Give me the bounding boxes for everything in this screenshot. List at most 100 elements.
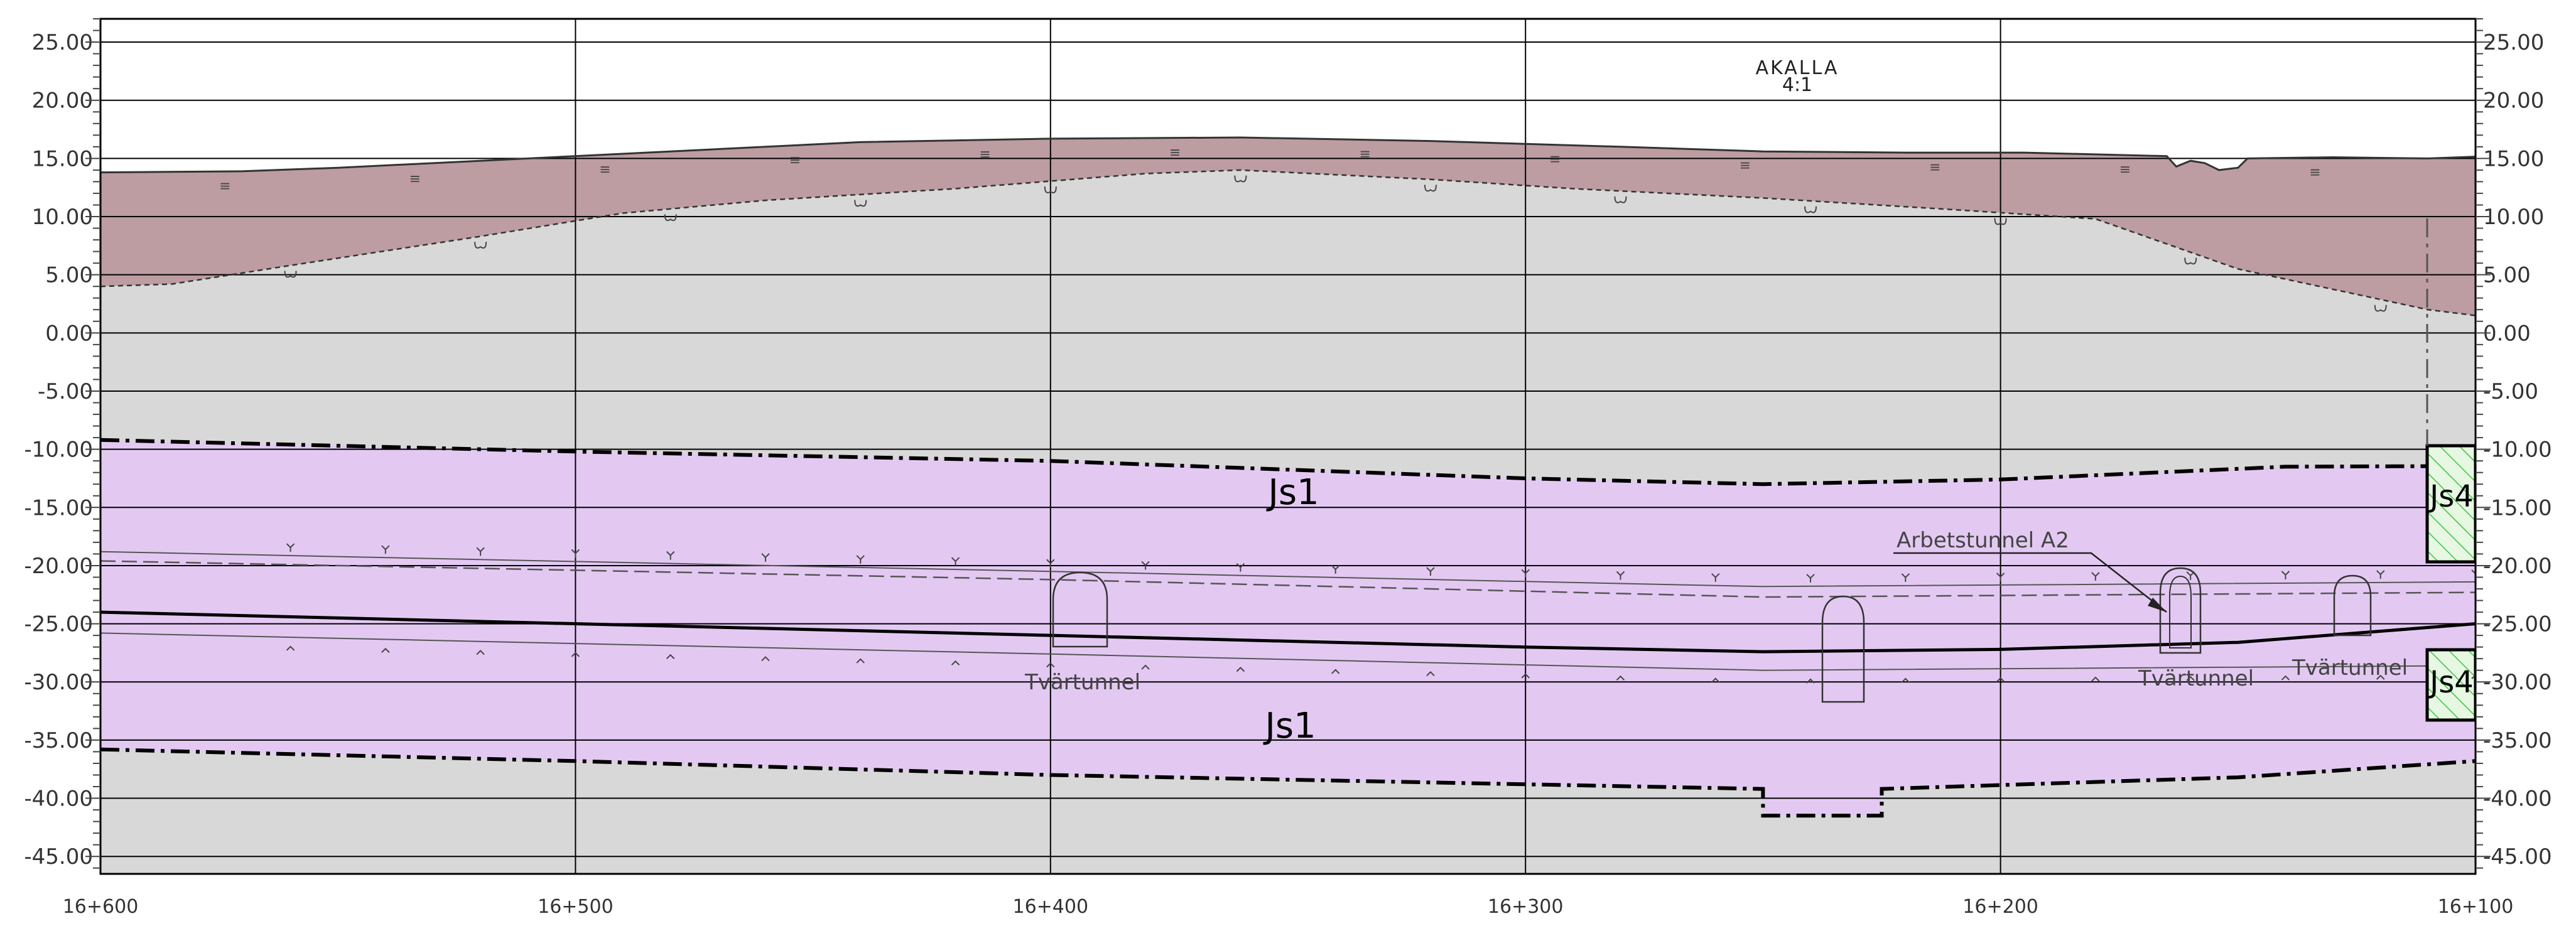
fill-symbol: ≡ <box>599 162 610 178</box>
arbetstunnel-leader <box>1893 552 2167 613</box>
y-tick-label-left-13: -40.00 <box>24 787 93 812</box>
y-tick-label-right-8: -15.00 <box>2483 495 2552 520</box>
moraine-symbol <box>284 271 297 278</box>
y-tick-label-left-6: -5.00 <box>38 379 93 404</box>
upper-tick-symbol <box>571 549 580 558</box>
x-tick-label-2: 16+400 <box>1013 896 1089 918</box>
fill-symbol: ≡ <box>789 153 801 168</box>
y-tick-label-left-10: -25.00 <box>24 612 93 637</box>
lower-tick-symbol <box>1521 673 1530 679</box>
y-tick-label-left-0: 25.00 <box>32 30 93 55</box>
annotation-tvartunnel-2: Tvärtunnel <box>2138 666 2254 691</box>
upper-tick-symbol <box>1806 574 1815 583</box>
upper-tick-symbol <box>2281 571 2290 579</box>
annotation-tvartunnel-3: Tvärtunnel <box>2292 655 2408 681</box>
lower-tick-symbol <box>1141 664 1150 670</box>
upper-tick-symbol <box>1426 567 1435 576</box>
lower-tick-symbol <box>666 654 675 659</box>
y-tick-label-right-12: -35.00 <box>2483 728 2552 753</box>
fill-symbol: ≡ <box>1929 159 1940 175</box>
y-tick-label-left-3: 10.00 <box>32 205 93 230</box>
upper-tick-symbol <box>286 543 295 552</box>
annotation-tvartunnel-1: Tvärtunnel <box>1024 670 1140 695</box>
y-tick-label-right-10: -25.00 <box>2483 612 2552 637</box>
y-tick-label-right-9: -20.00 <box>2483 554 2552 579</box>
moraine-symbol <box>2565 333 2576 339</box>
lower-tick-symbol <box>2567 672 2574 676</box>
fill-symbol: ≡ <box>219 178 230 194</box>
y-tick-label-left-2: 15.00 <box>32 146 93 171</box>
moraine-symbol <box>1044 186 1057 193</box>
y-tick-label-right-3: 10.00 <box>2483 205 2544 230</box>
y-tick-label-left-9: -20.00 <box>24 554 93 579</box>
zone-label-js4-lower: Js4 <box>2428 665 2474 700</box>
y-tick-label-left-8: -15.00 <box>24 495 93 520</box>
tunnel-section-3 <box>2159 567 2202 654</box>
y-tick-label-left-1: 20.00 <box>32 89 93 114</box>
moraine-symbol <box>474 242 487 249</box>
moraine-symbol <box>854 200 867 207</box>
fill-symbol: ≡ <box>1359 147 1370 163</box>
lower-tick-symbol <box>286 645 295 651</box>
upper-tick-symbol <box>381 545 390 554</box>
moraine-symbol <box>664 214 677 222</box>
x-tick-label-4: 16+200 <box>1962 896 2038 918</box>
tunnel-centerline <box>100 610 2476 654</box>
rock-zone-top-boundary <box>100 438 2476 487</box>
lower-tick-symbol <box>1236 667 1245 672</box>
upper-tick-symbol <box>666 551 675 560</box>
lower-tick-symbol <box>1331 669 1340 674</box>
y-tick-label-right-1: 20.00 <box>2483 89 2544 114</box>
y-tick-label-right-4: 5.00 <box>2483 263 2531 288</box>
fill-symbol: ≡ <box>1740 158 1751 173</box>
upper-tick-symbol <box>1616 571 1625 580</box>
lower-tick-symbol <box>1616 675 1625 681</box>
x-axis: 16+600 16+500 16+400 16+300 16+200 16+100 <box>63 896 2514 918</box>
y-tick-label-right-2: 15.00 <box>2483 146 2544 171</box>
y-tick-label-right-5: 0.00 <box>2483 321 2531 346</box>
upper-tick-symbol <box>2091 572 2100 581</box>
upper-tick-symbol <box>951 557 960 566</box>
lower-tick-symbol <box>2471 674 2476 679</box>
y-tick-label-left-14: -45.00 <box>24 844 93 869</box>
soil-layer <box>100 137 2476 316</box>
lower-thin-line <box>100 632 2476 671</box>
y-tick-label-left-12: -35.00 <box>24 728 93 753</box>
x-tick-label-1: 16+500 <box>538 896 614 918</box>
js1-zone <box>100 439 2476 816</box>
lower-tick-symbol <box>951 660 960 665</box>
upper-tick-symbol <box>1901 573 1910 582</box>
lower-tick-symbol <box>1426 671 1435 677</box>
lower-tick-symbol <box>381 647 390 653</box>
lower-tick-symbol <box>1046 662 1055 668</box>
lower-tick-symbol <box>1806 678 1815 684</box>
js4-block-lower <box>2425 648 2476 722</box>
upper-tick-symbol <box>476 547 485 556</box>
tunnel-section-4 <box>2333 574 2372 637</box>
tunnel-section-2 <box>1821 595 1865 703</box>
y-tick-label-left-4: 5.00 <box>45 263 93 288</box>
y-tick-label-left-5: 0.00 <box>45 321 93 346</box>
drawing-title: AKALLA <box>1756 57 1839 79</box>
upper-tick-symbol <box>2471 569 2476 578</box>
y-tick-label-right-14: -45.00 <box>2483 844 2552 869</box>
fill-symbol: ≡ <box>409 171 421 187</box>
lower-tick-symbol <box>476 650 485 655</box>
upper-tick-symbol <box>2567 568 2574 576</box>
lower-tick-symbol <box>571 652 580 657</box>
lower-tick-symbol <box>2091 676 2100 682</box>
zone-label-js4-upper: Js4 <box>2428 479 2474 514</box>
lower-tick-symbol <box>2376 674 2385 680</box>
upper-tick-symbol <box>1521 569 1530 578</box>
lower-tick-symbol <box>1996 677 2005 682</box>
lower-tick-symbol <box>1901 677 1910 683</box>
sky-area <box>100 19 2476 173</box>
upper-thin-line <box>100 551 2476 588</box>
upper-tick-symbol <box>1996 573 2005 581</box>
lower-tick-symbol <box>856 658 865 664</box>
y-tick-label-right-7: -10.00 <box>2483 438 2552 463</box>
annotation-arbetstunnel-a2: Arbetstunnel A2 <box>1897 528 2069 553</box>
upper-tick-symbol <box>1236 562 1245 572</box>
lower-tick-symbol <box>761 656 770 662</box>
